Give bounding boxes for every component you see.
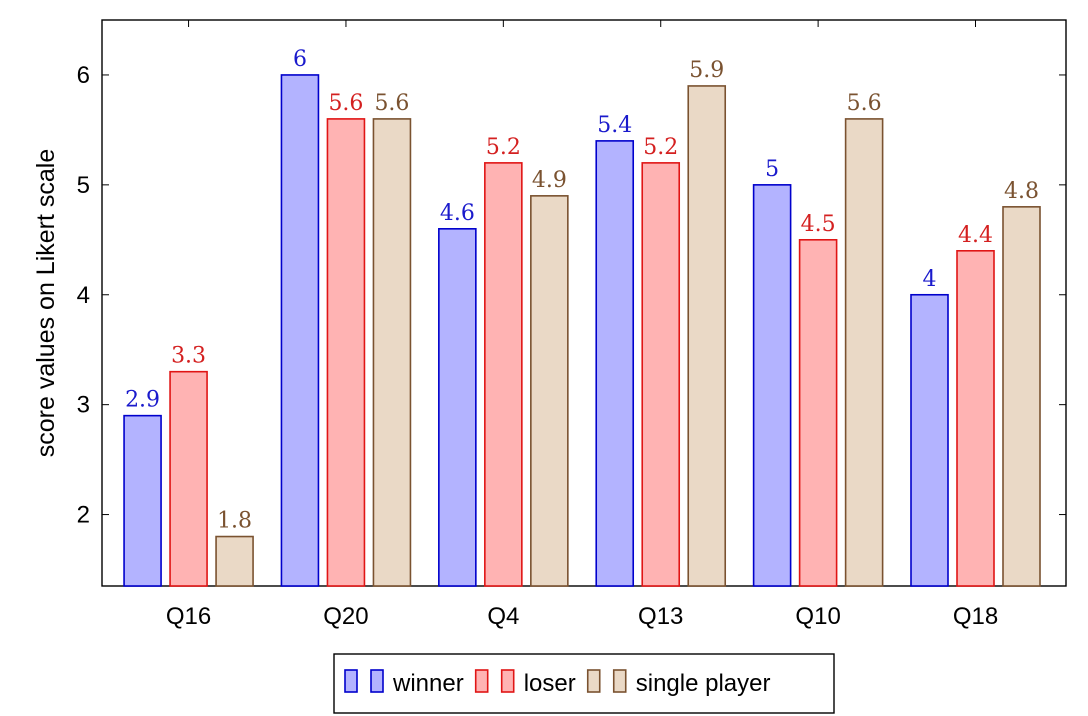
bar <box>280 74 320 587</box>
data-label: 4.5 <box>801 212 836 237</box>
data-label: 5.2 <box>486 135 521 160</box>
y-axis: 2 3 4 5 6 <box>77 62 1066 529</box>
legend-label: loser <box>524 670 576 697</box>
y-tick-label: 6 <box>77 62 90 89</box>
data-label: 5.6 <box>374 91 409 116</box>
data-label: 6 <box>293 47 307 72</box>
data-label: 4 <box>923 267 937 292</box>
bar <box>910 293 949 587</box>
x-tick-label: Q13 <box>638 603 683 630</box>
y-tick-label: 4 <box>77 282 90 309</box>
y-tick-label: 5 <box>77 172 90 199</box>
y-tick-label: 3 <box>77 392 90 419</box>
data-label: 5.9 <box>689 58 724 83</box>
legend-swatch <box>474 669 489 693</box>
data-labels-group: 2.9 3.3 1.8 6 5.6 5.6 4.6 5.2 4.9 5.4 5.2 5.9 5 4.5 5.… <box>125 47 1039 534</box>
y-tick-label: 2 <box>77 502 90 529</box>
bar <box>215 535 254 587</box>
bar <box>484 162 523 587</box>
x-tick-label: Q18 <box>953 603 998 630</box>
plot-frame <box>101 19 1067 587</box>
x-tick-label: Q10 <box>795 603 840 630</box>
bar <box>123 414 162 587</box>
data-label: 4.6 <box>440 201 475 226</box>
legend-swatch <box>344 669 358 693</box>
bar <box>956 249 995 587</box>
data-label: 5.4 <box>597 113 632 138</box>
legend-label: single player <box>636 670 771 697</box>
data-label: 2.9 <box>125 388 160 413</box>
data-label: 4.8 <box>1004 179 1039 204</box>
legend-swatch <box>370 669 384 693</box>
bar <box>687 85 727 587</box>
bar <box>844 118 884 587</box>
legend-box <box>333 653 835 714</box>
bar <box>530 195 569 587</box>
bar <box>438 228 477 587</box>
x-tick-label: Q20 <box>323 603 368 630</box>
legend-swatch <box>500 669 515 693</box>
bar <box>752 184 792 587</box>
legend: winner loser single player <box>333 653 835 714</box>
data-label: 4.9 <box>532 168 567 193</box>
data-label: 5 <box>765 157 779 182</box>
legend-swatch <box>612 669 627 693</box>
bar <box>372 118 412 587</box>
bar <box>326 118 366 587</box>
bars-group <box>123 74 1041 587</box>
y-axis-title: score values on Likert scale <box>32 149 60 457</box>
bar <box>595 140 635 587</box>
data-label: 1.8 <box>217 509 252 534</box>
bar <box>1002 206 1041 587</box>
x-axis: Q16 Q20 Q4 Q13 Q10 Q18 <box>166 20 998 630</box>
x-tick-label: Q4 <box>487 603 519 630</box>
data-label: 5.2 <box>643 135 678 160</box>
bar <box>641 162 681 587</box>
data-label: 4.4 <box>958 223 993 248</box>
legend-label: winner <box>392 670 464 697</box>
legend-swatch <box>586 669 601 693</box>
x-tick-label: Q16 <box>166 603 211 630</box>
data-label: 5.6 <box>328 91 363 116</box>
data-label: 5.6 <box>847 91 882 116</box>
data-label: 3.3 <box>171 344 206 369</box>
bar <box>798 239 838 587</box>
bar <box>169 370 208 587</box>
